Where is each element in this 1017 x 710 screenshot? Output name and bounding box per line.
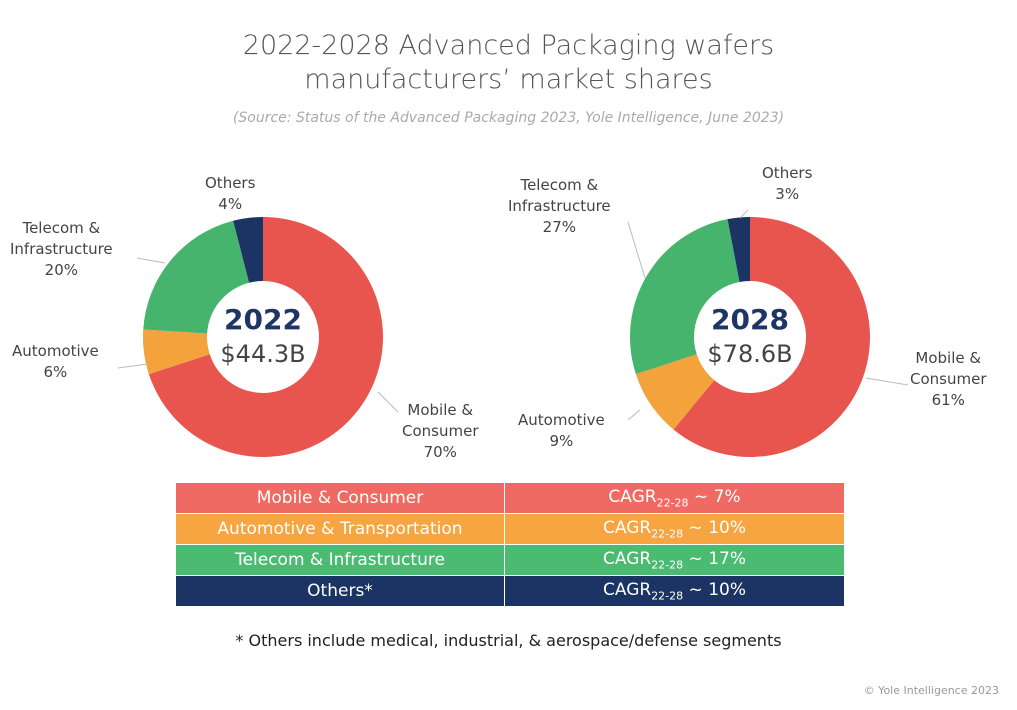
title-line-1: 2022-2028 Advanced Packaging wafers — [242, 30, 775, 61]
leader-line — [627, 409, 641, 421]
label-2022-automotive: Automotive 6% — [12, 342, 99, 381]
cagr-cell: CAGR22-28 ~ 17% — [504, 544, 845, 576]
copyright: © Yole Intelligence 2023 — [863, 684, 999, 697]
table-row: Telecom & Infrastructure CAGR22-28 ~ 17% — [175, 544, 845, 576]
donut-2022-slice-others — [233, 217, 263, 283]
donut-2028-slice-telecom — [630, 219, 740, 375]
segment-cell: Mobile & Consumer — [175, 482, 505, 514]
donut-2028-slice-mobile — [673, 217, 870, 457]
leader-line — [136, 257, 166, 264]
label-2022-others: Others 4% — [205, 174, 256, 213]
center-year: 2022 — [224, 303, 302, 336]
segment-cell: Telecom & Infrastructure — [175, 544, 505, 576]
label-2022-mobile: Mobile & Consumer 70% — [402, 401, 479, 461]
cagr-cell: CAGR22-28 ~ 10% — [504, 513, 845, 545]
donut-2022-slice-mobile — [148, 217, 384, 458]
donut-2022-slice-automotive — [143, 329, 210, 375]
center-value: $78.6B — [707, 340, 792, 368]
label-2028-mobile: Mobile & Consumer 61% — [910, 349, 987, 409]
cagr-cell: CAGR22-28 ~ 10% — [504, 575, 845, 607]
cagr-cell: CAGR22-28 ~ 7% — [504, 482, 845, 514]
label-2022-telecom: Telecom & Infrastructure 20% — [10, 219, 113, 279]
footnote: * Others include medical, industrial, & … — [235, 631, 782, 650]
label-2028-automotive: Automotive 9% — [518, 411, 605, 450]
table-row: Mobile & Consumer CAGR22-28 ~ 7% — [175, 482, 845, 514]
donut-2028-slice-automotive — [635, 354, 715, 430]
table-row: Others* CAGR22-28 ~ 10% — [175, 575, 845, 607]
cagr-table: Mobile & Consumer CAGR22-28 ~ 7% Automoti… — [175, 482, 845, 607]
label-2028-others: Others 3% — [762, 164, 813, 203]
title-line-2: manufacturers’ market shares — [304, 64, 713, 95]
center-year: 2028 — [711, 303, 789, 336]
donut-charts: 2022 $44.3B 2028 $78.6B — [117, 209, 909, 458]
segment-cell: Automotive & Transportation — [175, 513, 505, 545]
segment-cell: Others* — [175, 575, 505, 607]
donut-2022-slice-telecom — [143, 220, 250, 334]
leader-line — [865, 377, 909, 386]
table-row: Automotive & Transportation CAGR22-28 ~ … — [175, 513, 845, 545]
leader-line — [739, 209, 749, 219]
donut-2028-slice-others — [727, 217, 750, 282]
source-note: (Source: Status of the Advanced Packagin… — [232, 110, 785, 126]
label-2028-telecom: Telecom & Infrastructure 27% — [508, 176, 611, 236]
leader-line — [627, 221, 646, 279]
center-value: $44.3B — [220, 340, 305, 368]
leader-line — [117, 363, 149, 369]
leader-line — [377, 391, 399, 413]
